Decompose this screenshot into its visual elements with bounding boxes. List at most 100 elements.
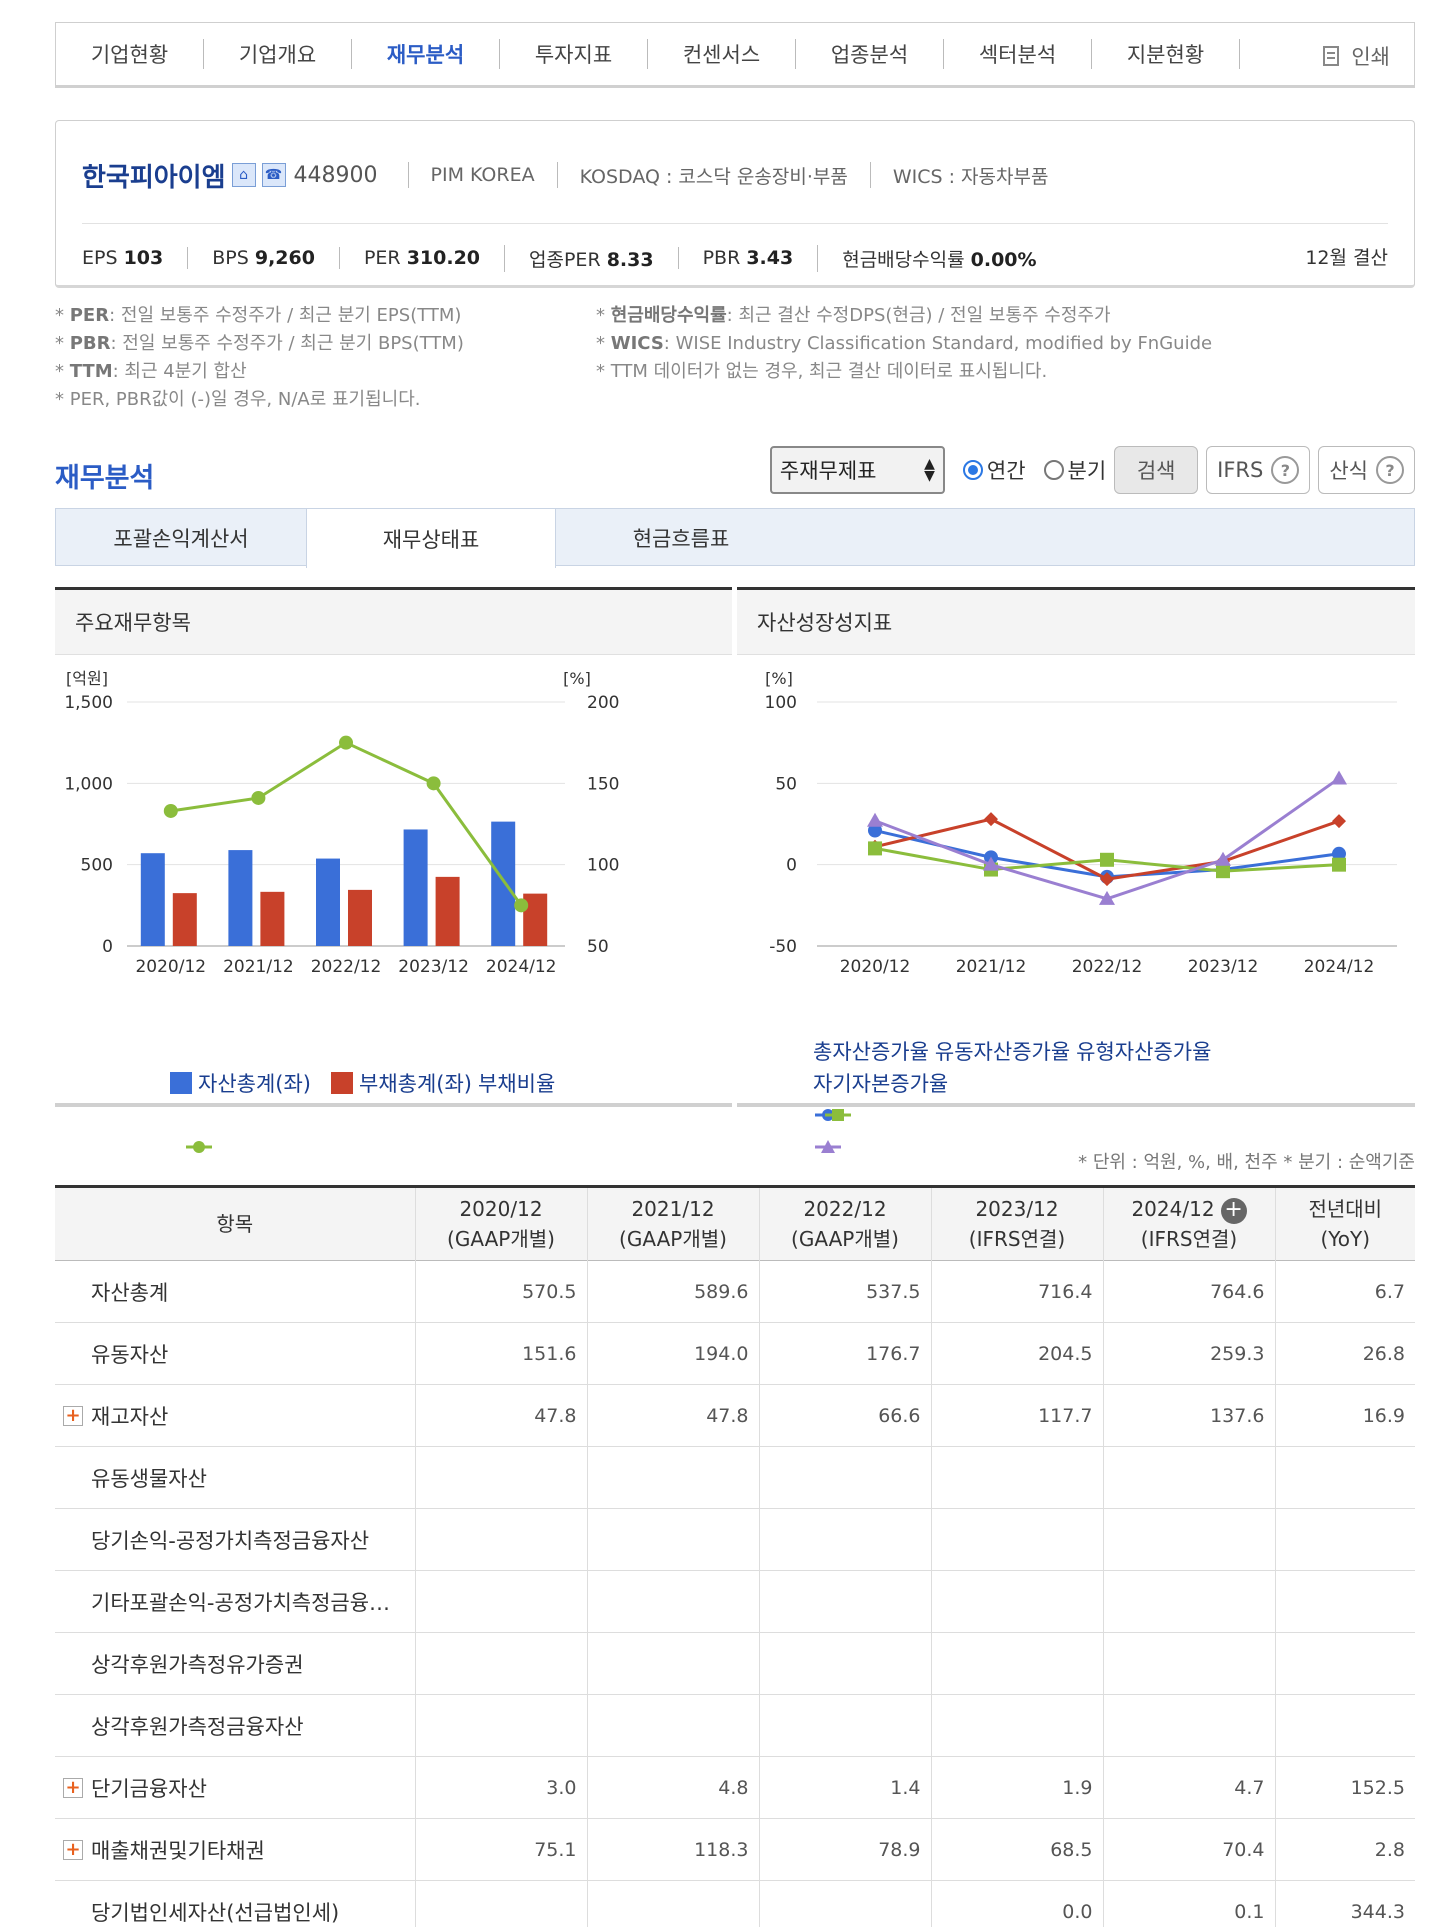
row-label-text: 재고자산 (91, 1404, 169, 1429)
y-right-tick-label: 150 (587, 774, 619, 794)
point-series-1[interactable] (1332, 814, 1346, 829)
tab-income-statement[interactable]: 포괄손익계산서 (113, 527, 249, 551)
point-series-3[interactable] (983, 856, 999, 871)
point-series-1[interactable] (1100, 872, 1114, 887)
point-series-0[interactable] (868, 823, 882, 838)
nav-tab-industry-analysis[interactable]: 업종분석 (796, 39, 944, 69)
home-icon[interactable]: ⌂ (231, 163, 256, 187)
row-label[interactable]: + 단기금융자산 (55, 1756, 415, 1819)
table-cell: 176.7 (758, 1322, 931, 1385)
legend-swatch-assets (170, 1072, 192, 1094)
y-left-tick-label: 1,500 (64, 693, 113, 713)
point-debt-ratio[interactable] (426, 776, 441, 791)
point-series-2[interactable] (1332, 857, 1346, 872)
nav-tab-investment-indicators[interactable]: 투자지표 (500, 39, 648, 69)
point-series-3[interactable] (1099, 890, 1115, 905)
point-series-3[interactable] (867, 812, 883, 827)
print-button[interactable]: 인쇄 (1321, 41, 1390, 71)
note-pbr: * PBR: 전일 보통주 수정주가 / 최근 분기 BPS(TTM) (55, 333, 464, 354)
bar-liabilities[interactable] (260, 891, 285, 946)
header-col-2021[interactable]: 2021/12 (GAAP개별) (586, 1186, 759, 1261)
note-per: * PER: 전일 보통주 수정주가 / 최근 분기 EPS(TTM) (55, 305, 462, 326)
nav-tab-shareholding[interactable]: 지분현황 (1092, 39, 1240, 69)
legend-label-equity-growth[interactable]: 자기자본증가율 (813, 1072, 949, 1096)
point-debt-ratio[interactable] (339, 735, 353, 750)
legend-label-tangible-assets-growth[interactable]: 유형자산증가율 (1076, 1040, 1212, 1064)
point-series-1[interactable] (984, 812, 998, 827)
nav-tab-financial-analysis[interactable]: 재무분석 (352, 39, 500, 69)
header-col-2022[interactable]: 2022/12 (GAAP개별) (758, 1186, 931, 1261)
bar-liabilities[interactable] (435, 876, 460, 946)
point-debt-ratio[interactable] (163, 803, 178, 818)
radio-quarter-label: 분기 (1067, 459, 1107, 483)
point-debt-ratio[interactable] (514, 898, 529, 913)
legend-label-debt-ratio[interactable]: 부채비율 (478, 1072, 556, 1096)
point-series-2[interactable] (1100, 852, 1114, 867)
ifrs-button[interactable]: IFRS? (1206, 446, 1311, 494)
radio-annual[interactable]: 연간 (962, 455, 1026, 485)
point-series-2[interactable] (868, 841, 882, 856)
filter-controls: 주재무제표 ▲ ▼ 연간 분기 검색 IFRS? 산식? (769, 446, 1415, 494)
expand-row-icon[interactable]: + (63, 1778, 83, 1798)
nav-tab-company-overview[interactable]: 기업개요 (204, 39, 352, 69)
radio-dot-unchecked (1043, 460, 1064, 480)
row-label[interactable]: + 재고자산 (55, 1384, 415, 1447)
legend-label-total-assets-growth[interactable]: 총자산증가율 (813, 1040, 929, 1064)
table-cell: 0.0 (930, 1880, 1103, 1927)
point-series-0[interactable] (1332, 846, 1346, 861)
search-button[interactable]: 검색 (1114, 446, 1199, 494)
tab-cash-flow[interactable]: 현금흐름표 (632, 527, 730, 551)
legend-label-liabilities[interactable]: 부채총계(좌) (359, 1072, 472, 1096)
table-cell (1102, 1570, 1275, 1633)
table-cell (586, 1880, 759, 1927)
row-label: 유동자산 (55, 1322, 415, 1385)
bar-assets[interactable] (140, 853, 165, 946)
table-cell: 78.9 (758, 1818, 931, 1881)
table-cell: 4.7 (1102, 1756, 1275, 1819)
bar-assets[interactable] (228, 850, 253, 946)
point-series-3[interactable] (1215, 851, 1231, 866)
phone-icon[interactable]: ☎ (261, 163, 286, 187)
row-label[interactable]: + 매출채권및기타채권 (55, 1818, 415, 1881)
table-cell (930, 1632, 1103, 1695)
row-label-text: 유동자산 (91, 1342, 169, 1367)
add-column-icon[interactable]: + (1220, 1197, 1247, 1224)
tab-balance-sheet[interactable]: 재무상태표 (306, 508, 556, 568)
settlement-month: 12월 결산 (1305, 247, 1388, 269)
point-debt-ratio[interactable] (251, 790, 266, 805)
table-cell (586, 1570, 759, 1633)
table-cell (586, 1632, 759, 1695)
nav-tab-sector-analysis[interactable]: 섹터분석 (944, 39, 1092, 69)
point-series-2[interactable] (1216, 864, 1230, 879)
bar-liabilities[interactable] (172, 893, 197, 946)
table-cell: 118.3 (586, 1818, 759, 1881)
bar-assets[interactable] (491, 821, 516, 946)
header-col-2024[interactable]: 2024/12 + (IFRS연결) (1102, 1186, 1275, 1261)
expand-row-icon[interactable]: + (63, 1840, 83, 1860)
table-cell: 344.3 (1274, 1880, 1415, 1927)
table-cell (586, 1694, 759, 1757)
chart-legend-asset-growth-row1: 총자산증가율 유동자산증가율 유형자산증가율 (813, 1036, 1212, 1121)
table-cell: 1.4 (758, 1756, 931, 1819)
row-label-text: 단기금융자산 (91, 1776, 207, 1801)
bar-assets[interactable] (403, 829, 428, 946)
bar-assets[interactable] (316, 858, 340, 946)
table-cell (414, 1446, 587, 1509)
x-tick-label: 2022/12 (311, 957, 382, 977)
expand-row-icon[interactable]: + (63, 1406, 83, 1426)
notes-left: * PER: 전일 보통주 수정주가 / 최근 분기 EPS(TTM) * PB… (55, 302, 464, 414)
company-name[interactable]: 한국피아이엠 (82, 162, 226, 193)
table-cell: 0.1 (1102, 1880, 1275, 1927)
formula-button[interactable]: 산식? (1318, 446, 1415, 494)
legend-label-assets[interactable]: 자산총계(좌) (198, 1072, 311, 1096)
bar-liabilities[interactable] (348, 889, 372, 946)
header-col-2020[interactable]: 2020/12 (GAAP개별) (414, 1186, 587, 1261)
statement-type-select[interactable]: 주재무제표 ▲ ▼ (769, 446, 945, 494)
header-col-2023[interactable]: 2023/12 (IFRS연결) (930, 1186, 1103, 1261)
point-series-3[interactable] (1331, 770, 1347, 785)
legend-label-current-assets-growth[interactable]: 유동자산증가율 (934, 1040, 1071, 1064)
radio-quarter[interactable]: 분기 (1043, 455, 1107, 485)
row-label-text: 상각후원가측정유가증권 (91, 1652, 304, 1677)
nav-tab-company-status[interactable]: 기업현황 (56, 39, 204, 69)
nav-tab-consensus[interactable]: 컨센서스 (648, 39, 796, 69)
